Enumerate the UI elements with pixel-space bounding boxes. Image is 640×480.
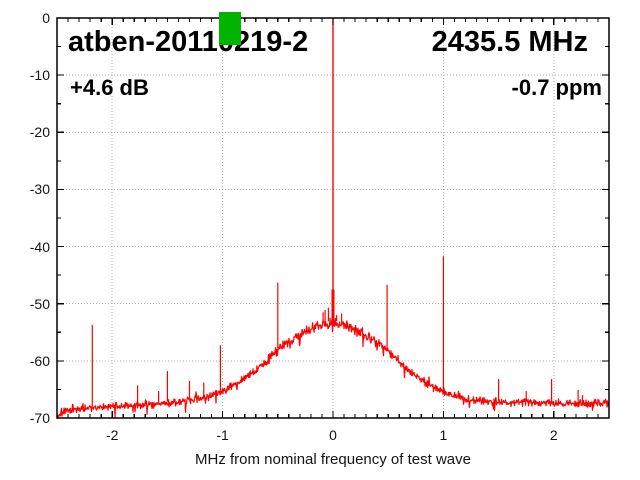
- x-tick-label: 0: [329, 427, 337, 443]
- x-axis-label: MHz from nominal frequency of test wave: [195, 451, 471, 468]
- y-tick-label: 0: [42, 10, 50, 26]
- axis-ticks: [56, 17, 610, 419]
- plot-title: atben-20110219-2: [68, 26, 309, 58]
- x-tick-label: -2: [105, 427, 119, 443]
- green-status-marker: [219, 12, 241, 45]
- x-tick-label: 2: [549, 427, 558, 443]
- y-tick-label: -70: [29, 410, 50, 426]
- gain-label: +4.6 dB: [70, 75, 149, 100]
- x-tick-label: 1: [439, 427, 448, 443]
- spectrum-trace: [56, 18, 610, 419]
- y-tick-label: -20: [29, 124, 50, 141]
- y-tick-label: -10: [29, 67, 50, 84]
- test-frequency-label: 2435.5 MHz: [431, 26, 588, 58]
- y-tick-label: -40: [29, 238, 50, 255]
- y-tick-label: -30: [29, 181, 50, 198]
- y-tick-label: -60: [29, 352, 50, 369]
- y-tick-label: -50: [29, 295, 50, 312]
- x-tick-label: -1: [216, 427, 229, 443]
- frequency-error-label: -0.7 ppm: [511, 75, 602, 100]
- noise-trace: [56, 317, 610, 419]
